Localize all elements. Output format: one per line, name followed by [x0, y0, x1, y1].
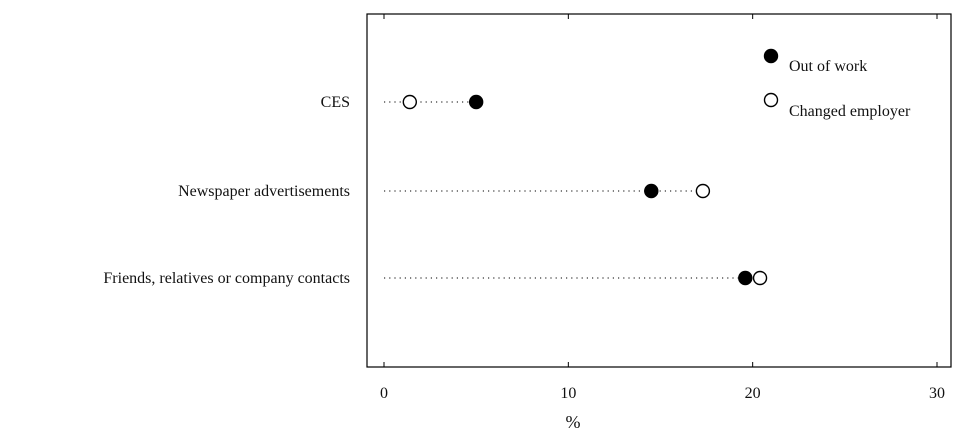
point-out-of-work — [738, 270, 753, 286]
x-tick-label-20: 20 — [745, 385, 761, 402]
data-points — [402, 94, 768, 286]
point-changed-employer — [402, 94, 418, 110]
legend-marker-out-of-work — [763, 48, 779, 64]
point-out-of-work — [644, 183, 659, 199]
legend-label-changed-employer: Changed employer — [789, 103, 911, 120]
plot-frame — [366, 13, 952, 368]
x-tick-label-30: 30 — [929, 385, 945, 402]
x-tick-label-10: 10 — [560, 385, 576, 402]
category-label-ces: CES — [321, 94, 350, 111]
x-tick-label-0: 0 — [380, 385, 388, 402]
category-labels: CES Newspaper advertisements Friends, re… — [103, 94, 350, 287]
x-axis-ticks — [383, 14, 938, 367]
x-axis-title: % — [566, 412, 581, 432]
x-axis-tick-labels: 0 10 20 30 — [380, 385, 945, 402]
legend-label-out-of-work: Out of work — [789, 58, 867, 75]
point-changed-employer — [695, 183, 711, 199]
category-label-newspaper-advertisements: Newspaper advertisements — [178, 183, 350, 200]
category-label-friends-relatives-company-contacts: Friends, relatives or company contacts — [103, 270, 350, 287]
legend: Out of work Changed employer — [763, 48, 911, 120]
point-out-of-work — [468, 94, 484, 110]
legend-marker-changed-employer — [763, 92, 779, 108]
point-changed-employer — [752, 270, 768, 286]
